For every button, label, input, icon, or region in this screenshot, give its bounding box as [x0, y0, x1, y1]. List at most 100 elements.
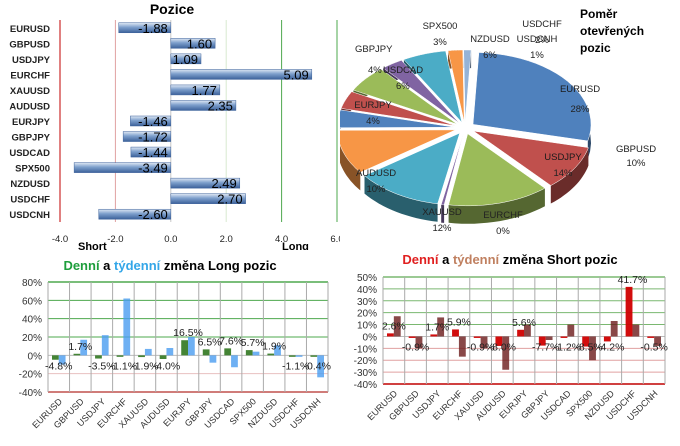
bar-weekly: [589, 336, 596, 361]
pie-slice-side: [550, 147, 589, 204]
y-tick-label: -20%: [19, 370, 42, 381]
pie-slice: [340, 129, 456, 173]
bar: [170, 177, 241, 189]
pie-label-pct: 0%: [496, 226, 510, 237]
category-label: GBPJPY: [11, 133, 50, 144]
bar-group: 1.60: [170, 36, 216, 51]
category-label: USDCHF: [10, 195, 50, 206]
pie-label-pct: 2%: [535, 35, 549, 46]
y-tick-label: 60%: [22, 296, 42, 307]
pie-label-pct: 10%: [626, 158, 646, 169]
bar-weekly: [123, 298, 131, 356]
pie-label-name: AUDUSD: [356, 168, 396, 179]
data-label: -0.4%: [304, 360, 331, 372]
bar-group: 2.49: [170, 176, 241, 191]
bar-value-label: 2.35: [208, 98, 233, 113]
bar-daily: [517, 329, 524, 337]
pie-slice: [440, 133, 464, 206]
y-tick-label: -30%: [354, 368, 377, 379]
pie-slice-label: EURJPY 4%: [354, 100, 392, 127]
bar-weekly: [231, 355, 238, 368]
bar-value-label: -3.49: [138, 161, 168, 176]
data-label: -0.9%: [467, 341, 494, 353]
bar-daily: [430, 334, 438, 337]
title-part: změna Long pozic: [160, 258, 276, 273]
y-tick-label: 80%: [22, 278, 42, 289]
title-part: a: [438, 252, 452, 267]
bar-value-label: 1.60: [187, 36, 212, 51]
title-part: Denní: [402, 252, 439, 267]
y-tick-label: 20%: [357, 309, 377, 320]
bar-daily: [473, 336, 481, 338]
bar-group: -1.72: [122, 130, 172, 145]
bar-daily: [73, 353, 81, 356]
bar-weekly: [188, 337, 195, 356]
category-label: SPX500: [15, 164, 50, 175]
bar: [170, 84, 221, 96]
bar-group: 1.77: [170, 83, 221, 98]
category-label: GBPUSD: [9, 39, 50, 50]
data-label: -1.2%: [554, 341, 581, 353]
pie-slice-label: EURCHF 0%: [483, 210, 523, 237]
pie-slice: [403, 50, 463, 124]
long-chart-title: Denní a týdenní změna Long pozic: [63, 258, 276, 273]
category-label: USDJPY: [12, 55, 51, 66]
pie-slice-label: GBPUSD 10%: [616, 144, 656, 169]
title-part: Denní: [63, 258, 100, 273]
bar-daily: [495, 336, 503, 346]
bar-daily: [138, 355, 145, 358]
category-label: USDCAD: [9, 148, 50, 159]
pie-label-name: USDCNH: [517, 34, 558, 45]
pie-slice-side: [340, 144, 361, 191]
bar-daily: [387, 333, 394, 337]
bar-weekly: [545, 336, 553, 341]
bar-value-label: -1.44: [138, 145, 168, 160]
bar: [170, 53, 202, 65]
bar-daily: [52, 355, 59, 360]
bar-weekly: [317, 355, 324, 378]
y-tick-label: 40%: [22, 315, 42, 326]
bar-weekly: [274, 345, 281, 356]
category-label: NZDUSD: [10, 179, 50, 190]
bar-value-label: -2.60: [138, 207, 168, 222]
data-label: -1.1%: [110, 360, 137, 372]
bar: [98, 208, 172, 220]
pie-slice-label: USDCNH 1%: [517, 34, 558, 61]
title-part: a: [100, 258, 114, 273]
data-label: 6.5%: [198, 336, 222, 348]
data-label: -4.0%: [153, 360, 180, 372]
bar: [130, 115, 172, 127]
bar-daily: [224, 348, 232, 356]
data-label: -7.7%: [532, 341, 559, 353]
y-tick-label: -40%: [354, 380, 377, 391]
data-label: -8.5%: [575, 341, 602, 353]
pie-slice-label: EURUSD 28%: [560, 84, 600, 115]
x-tick-label: -2.0: [107, 234, 123, 245]
bar-daily: [181, 340, 188, 356]
title-part: změna Short pozic: [499, 252, 617, 267]
x-tick-label: 0.0: [164, 234, 177, 245]
bar-value-label: 2.49: [211, 176, 236, 191]
data-label: 1.9%: [262, 341, 286, 353]
pie-label-name: NZDUSD: [470, 34, 510, 45]
bar-weekly: [252, 351, 260, 356]
data-label: 7.6%: [219, 335, 243, 347]
pie-slice: [447, 49, 465, 123]
bar: [130, 146, 172, 158]
data-label: 41.7%: [618, 274, 648, 286]
data-label: -0.9%: [402, 341, 429, 353]
bar-group: 1.09: [170, 52, 202, 67]
bar-group: -3.49: [73, 161, 172, 176]
pie-slice: [340, 91, 456, 127]
y-tick-label: 50%: [357, 273, 377, 284]
pie-slice-label: GBPJPY 4%: [355, 44, 393, 76]
pie-title-line-1: Poměr: [580, 7, 618, 21]
pie-label-pct: 6%: [483, 50, 497, 61]
bar-daily: [288, 355, 296, 357]
bar-weekly: [567, 324, 575, 337]
pie-label-name: EURCHF: [483, 210, 523, 221]
pie-title-line-2: otevřených: [580, 24, 644, 38]
pie-label-pct: 4%: [368, 65, 382, 76]
category-label: XAUUSD: [10, 86, 50, 97]
bar-value-label: 1.09: [173, 52, 198, 67]
